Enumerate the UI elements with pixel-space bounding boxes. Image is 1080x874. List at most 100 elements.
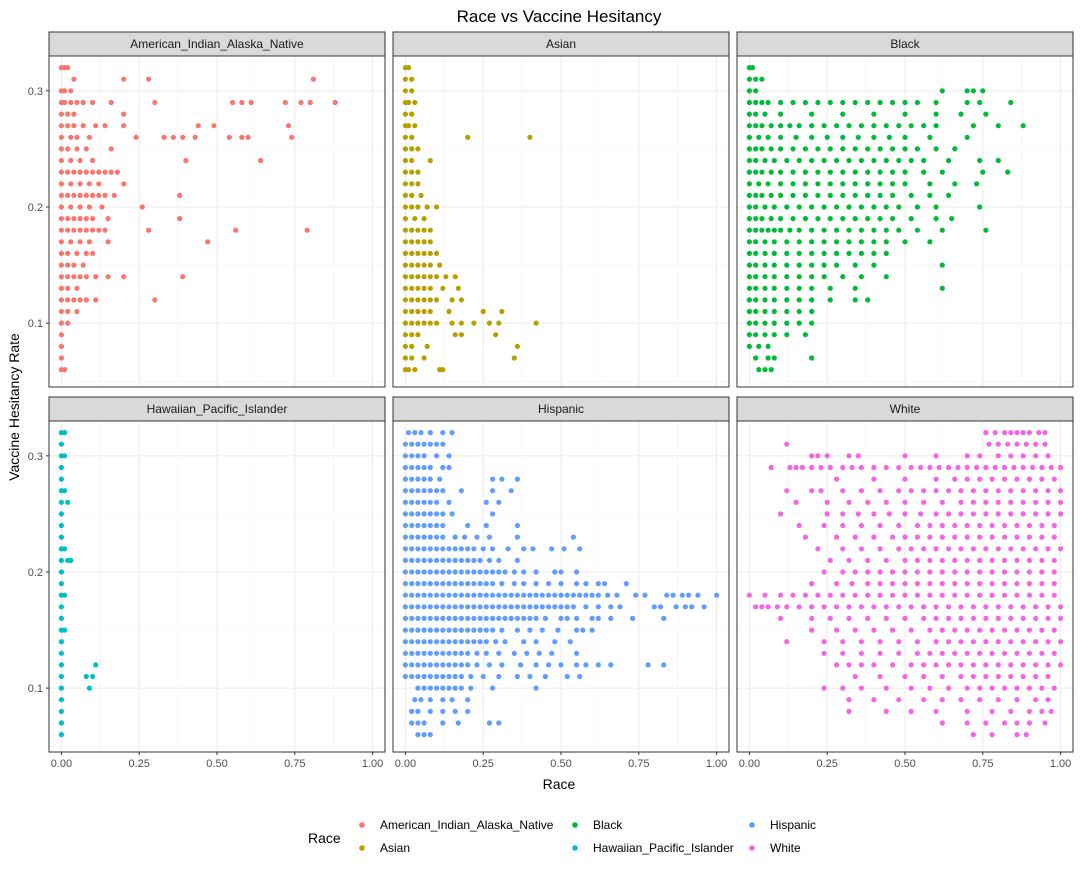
data-point	[415, 274, 421, 280]
data-point	[65, 285, 71, 291]
data-point	[286, 123, 292, 129]
data-point	[409, 308, 415, 315]
data-point	[784, 274, 790, 280]
data-point	[958, 662, 964, 668]
data-point	[434, 204, 440, 210]
data-point	[834, 476, 840, 482]
data-point	[490, 476, 496, 482]
data-point	[992, 430, 998, 436]
data-point	[855, 453, 861, 459]
data-point	[914, 204, 921, 210]
data-point	[949, 216, 955, 222]
data-point	[1008, 453, 1014, 459]
data-point	[849, 464, 855, 471]
data-point	[877, 522, 883, 529]
data-point	[415, 297, 421, 303]
facet-strip-label: White	[890, 402, 921, 416]
data-point	[402, 557, 408, 564]
x-tick-label: 0.25	[473, 758, 494, 770]
data-point	[83, 169, 89, 175]
data-point	[921, 499, 927, 505]
data-point	[753, 88, 759, 94]
data-point	[970, 662, 977, 668]
data-point	[564, 592, 570, 598]
data-point	[483, 627, 489, 633]
data-point	[746, 239, 753, 245]
data-point	[908, 604, 914, 610]
data-point	[427, 697, 433, 703]
data-point	[434, 627, 440, 633]
data-point	[574, 650, 580, 656]
data-point	[452, 569, 458, 575]
data-point	[402, 464, 408, 471]
data-point	[77, 157, 83, 164]
data-point	[68, 88, 74, 94]
data-point	[1008, 673, 1014, 680]
data-point	[983, 639, 989, 645]
data-point	[493, 639, 499, 645]
data-point	[858, 685, 865, 691]
data-point	[846, 604, 852, 610]
data-point	[449, 297, 455, 303]
data-point	[840, 569, 846, 575]
data-point	[533, 581, 539, 587]
data-point	[409, 204, 415, 210]
data-point	[402, 662, 408, 668]
data-point	[977, 627, 983, 633]
data-point	[995, 123, 1001, 129]
data-point	[90, 192, 96, 198]
data-point	[871, 239, 877, 245]
data-point	[834, 627, 840, 633]
data-point	[490, 615, 496, 622]
data-point	[505, 546, 511, 552]
data-point	[521, 604, 527, 610]
data-point	[927, 557, 933, 564]
data-point	[809, 308, 815, 315]
data-point	[939, 285, 945, 291]
data-point	[939, 592, 945, 598]
data-point	[402, 453, 408, 459]
data-point	[402, 250, 408, 256]
data-point	[1026, 720, 1032, 726]
data-point	[486, 557, 492, 564]
data-point	[402, 639, 408, 645]
data-point	[527, 627, 533, 633]
data-point	[1014, 569, 1020, 575]
data-point	[759, 99, 765, 106]
data-point	[421, 685, 427, 691]
data-point	[840, 546, 846, 552]
data-point	[409, 581, 415, 587]
data-point	[746, 592, 753, 598]
data-point	[409, 88, 415, 94]
data-point	[421, 673, 427, 680]
data-point	[1033, 499, 1039, 505]
data-point	[623, 581, 629, 587]
data-point	[896, 604, 902, 610]
legend-key	[359, 845, 365, 851]
data-point	[490, 488, 496, 494]
data-point	[840, 639, 846, 645]
data-point	[933, 146, 939, 152]
data-point	[759, 169, 765, 175]
data-point	[977, 476, 983, 482]
data-point	[1051, 522, 1057, 529]
data-point	[58, 343, 64, 349]
data-point	[570, 534, 577, 540]
data-point	[421, 662, 427, 668]
data-point	[521, 592, 527, 598]
data-point	[1008, 99, 1014, 106]
data-point	[1045, 615, 1051, 622]
data-point	[1002, 650, 1008, 656]
data-point	[102, 169, 108, 175]
data-point	[440, 430, 446, 436]
data-point	[415, 732, 421, 738]
data-point	[427, 320, 433, 326]
data-point	[434, 557, 440, 564]
data-point	[440, 534, 446, 540]
data-point	[570, 604, 577, 610]
data-point	[409, 320, 415, 326]
data-point	[1045, 697, 1051, 703]
data-point	[933, 546, 939, 552]
data-point	[539, 592, 545, 598]
data-point	[402, 592, 408, 598]
